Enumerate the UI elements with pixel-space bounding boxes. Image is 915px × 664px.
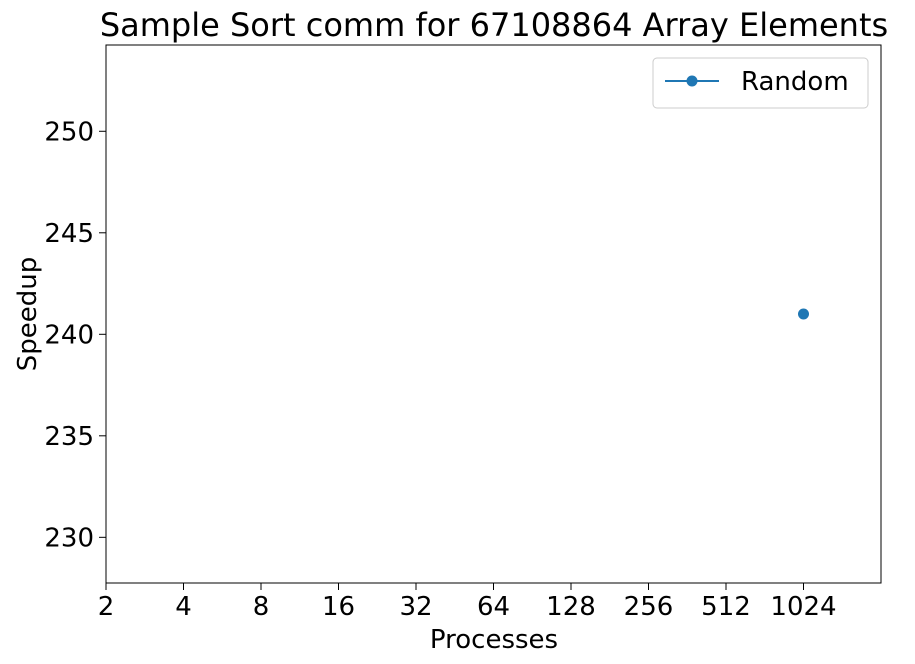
- y-tick-label: 245: [44, 219, 94, 249]
- x-tick-label: 1024: [770, 592, 836, 622]
- x-tick-label: 16: [322, 592, 355, 622]
- x-tick-label: 256: [624, 592, 674, 622]
- plot-area: [105, 44, 882, 584]
- chart-title: Sample Sort comm for 67108864 Array Elem…: [100, 6, 888, 44]
- series-layer: [798, 308, 809, 320]
- y-axis: 230 235 240 245 250: [44, 117, 106, 553]
- legend-box: [652, 57, 869, 109]
- x-tick-label: 8: [253, 592, 270, 622]
- legend-label: Random: [741, 67, 849, 97]
- legend: Random: [652, 57, 869, 109]
- x-axis-label: Processes: [430, 625, 558, 655]
- x-tick-label: 32: [399, 592, 432, 622]
- x-axis: 2 4 8 16 32 64 128 256 512 1024: [98, 583, 837, 622]
- x-tick-label: 64: [477, 592, 510, 622]
- x-tick-label: 512: [701, 592, 751, 622]
- x-tick-label: 4: [175, 592, 192, 622]
- x-tick-label: 2: [98, 592, 115, 622]
- data-point: [798, 308, 809, 320]
- plot-frame: [105, 44, 882, 584]
- y-tick-label: 250: [44, 117, 94, 147]
- legend-marker: [686, 75, 698, 87]
- y-axis-label: Speedup: [13, 257, 43, 372]
- x-tick-label: 128: [546, 592, 596, 622]
- y-tick-label: 240: [44, 320, 94, 350]
- y-tick-label: 235: [44, 422, 94, 452]
- y-tick-label: 230: [44, 523, 94, 553]
